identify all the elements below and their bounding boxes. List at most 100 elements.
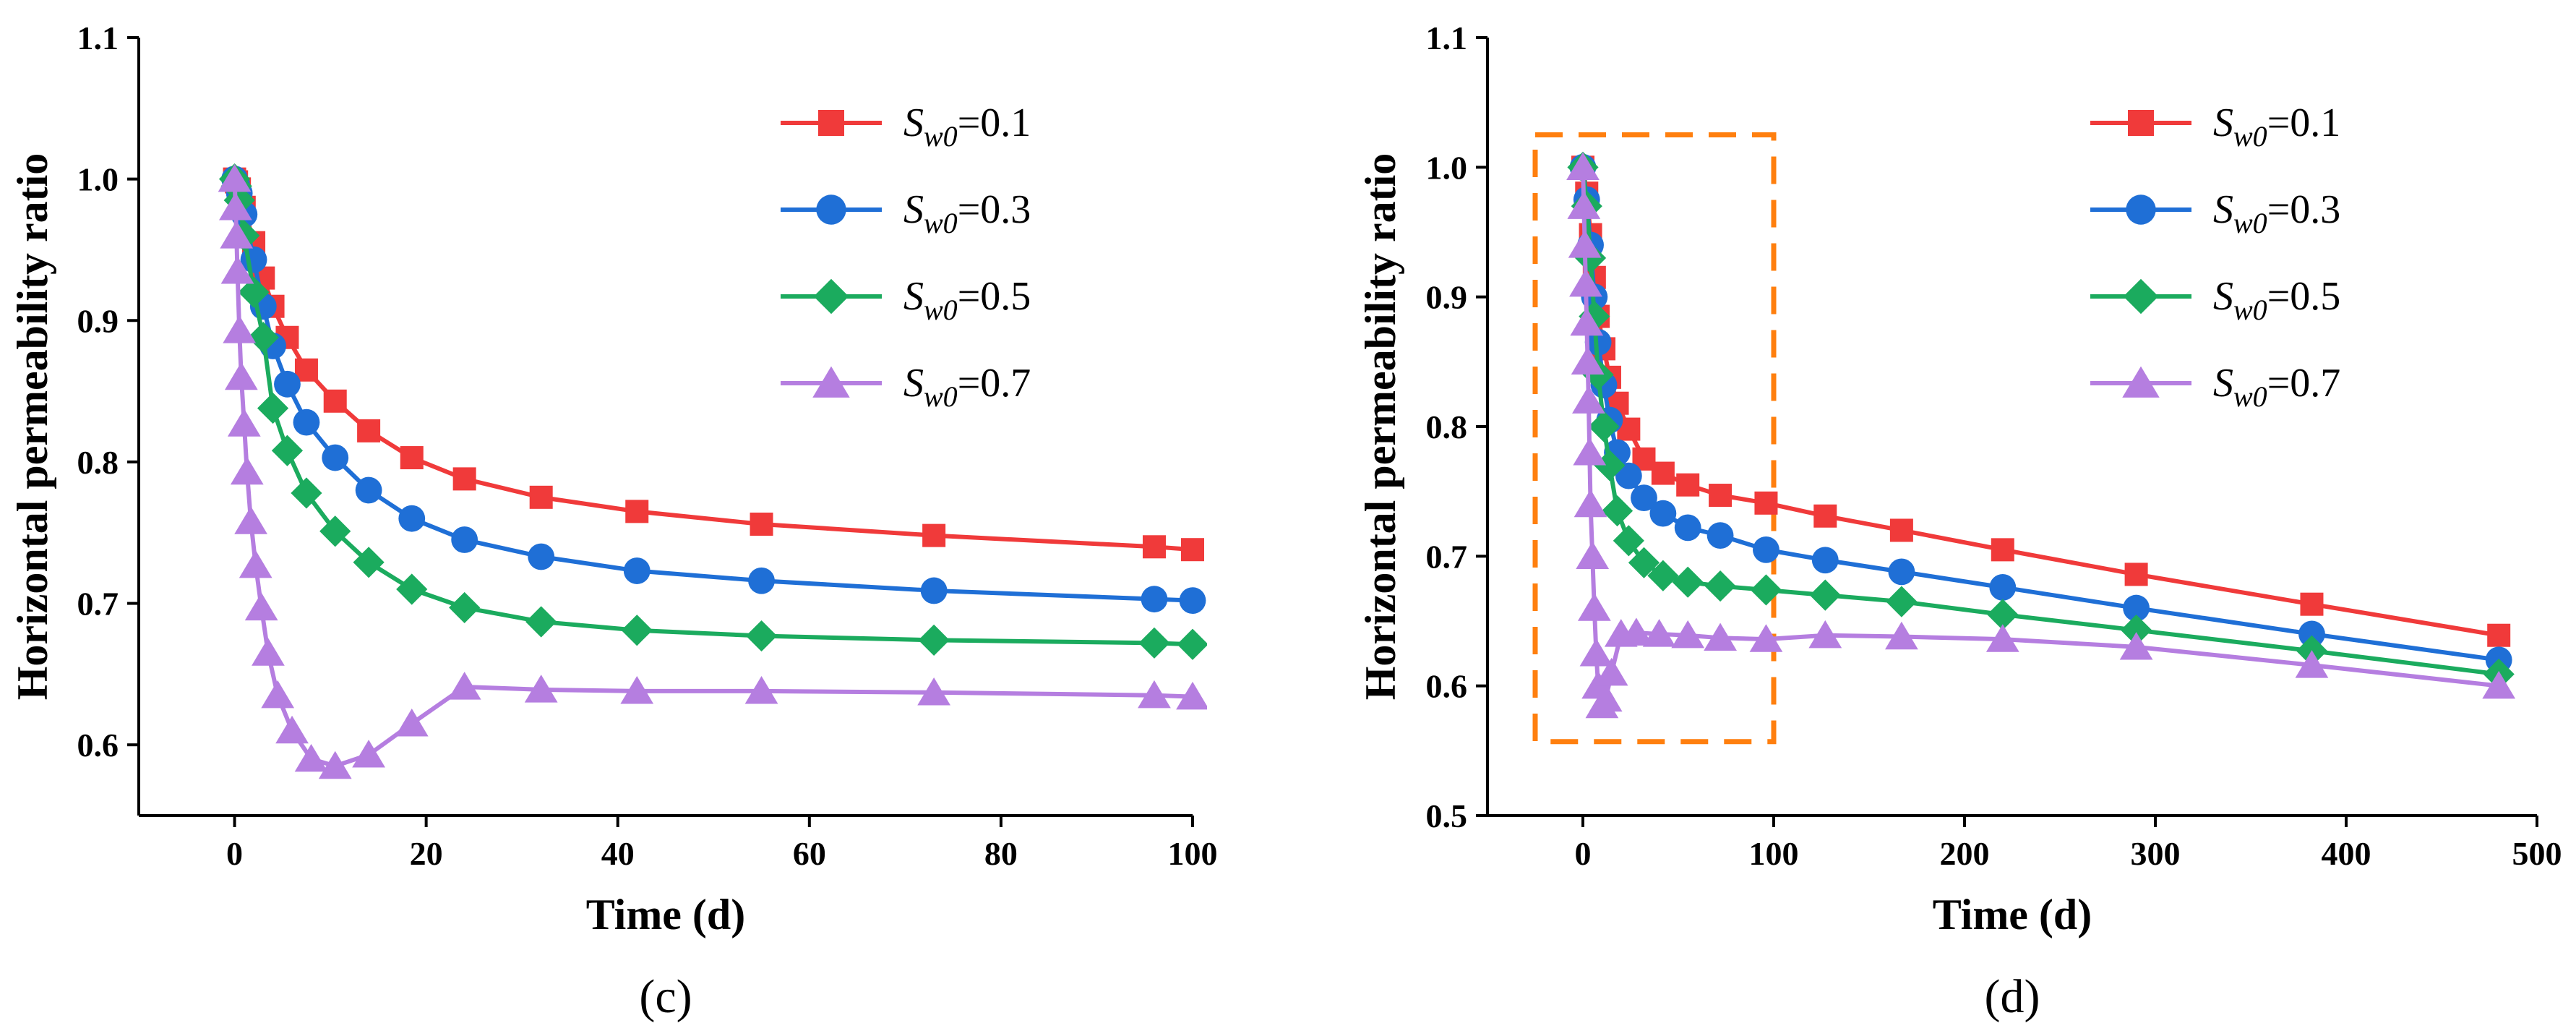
data-point [398,505,426,532]
x-tick-label: 20 [410,835,443,872]
data-point [2300,592,2324,616]
data-point [1706,522,1734,549]
data-point [2482,670,2516,699]
data-point [1615,462,1642,489]
data-point [1676,473,1700,497]
legend-label: Sw0=0.5 [903,274,1031,326]
data-point [1573,437,1607,466]
x-tick-label: 300 [2131,835,2181,872]
legend-label: Sw0=0.5 [2213,274,2340,326]
data-point [2487,623,2511,647]
legend-marker [2128,110,2154,136]
data-point [623,557,651,584]
data-point [1808,620,1842,649]
data-point [1886,586,1918,617]
data-point [1989,573,2017,601]
series-triangle [1566,152,2516,719]
x-tick-label: 0 [1575,835,1592,872]
series-diamond [1567,151,2515,690]
data-point [750,512,773,536]
data-point [1181,538,1204,562]
data-point [2123,594,2150,622]
data-point [1888,558,1915,586]
data-point [318,750,352,779]
legend-entry: Sw0=0.1 [2090,100,2340,153]
data-point [1985,624,2019,652]
data-point [1570,307,1604,336]
data-point [294,743,328,772]
data-point [2119,632,2153,660]
data-point [918,624,950,656]
data-point [1889,518,1913,542]
data-point [1672,566,1704,598]
y-tick-label: 0.9 [1426,279,1468,316]
data-point [744,676,778,704]
data-point [1649,500,1677,527]
data-point [2295,650,2329,678]
legend-marker [2122,366,2160,398]
data-point [1567,191,1601,219]
data-point [524,675,558,703]
data-point [1709,484,1733,508]
x-tick-label: 60 [793,835,826,872]
data-point [1142,535,1166,559]
y-tick-label: 0.5 [1426,797,1468,834]
chart-panel-c: 0 20 40 60 80 100 0.6 0.7 0.8 0.9 1.0 1.1 Time (d) Ho… [9,20,1218,1023]
data-point [1631,484,1657,512]
data-point [529,485,553,509]
y-axis-label: Horizontal permeability ratio [1357,153,1404,701]
legend-marker [818,110,844,136]
y-tick-label: 0.7 [77,586,119,623]
data-point [1671,620,1705,649]
data-point [452,467,476,491]
data-point [238,276,270,308]
data-point [451,526,478,553]
data-point [1704,570,1736,602]
data-point [395,709,429,737]
data-point [1577,593,1611,621]
legend-label: Sw0=0.3 [903,187,1031,239]
data-point [319,516,351,547]
data-point [247,322,279,354]
y-tick-label: 1.1 [77,20,119,56]
data-point [252,638,285,666]
data-point [261,680,295,709]
legend-label: Sw0=0.3 [2213,187,2340,239]
data-point [1576,541,1610,570]
data-point [1566,152,1600,181]
data-point [1647,560,1679,591]
data-point [1176,681,1207,710]
data-point [920,577,948,604]
data-point [1987,599,2019,630]
y-tick-label: 1.0 [1426,149,1468,186]
legend-entry: Sw0=0.7 [2090,361,2340,413]
data-point [1754,491,1778,515]
legend-label: Sw0=0.7 [2213,361,2340,413]
data-point [396,573,428,605]
series-line [1581,166,2499,638]
legend-entry: Sw0=0.3 [2090,187,2340,239]
x-tick-label: 40 [601,835,635,872]
highlight-box [1532,132,1777,745]
y-tick-label: 1.1 [1426,20,1468,56]
y-tick-label: 0.6 [1426,668,1468,705]
data-point [1582,359,1614,390]
data-point [1179,587,1206,615]
data-point [1573,489,1607,518]
data-point [1579,638,1613,667]
data-point [447,672,481,700]
data-point [1601,495,1633,527]
data-point [357,419,381,442]
x-axis-label: Time (d) [1933,891,2092,938]
data-point [291,477,322,509]
legend-entry: Sw0=0.3 [781,187,1031,239]
legend-label: Sw0=0.1 [2213,100,2340,153]
series-triangle [218,163,1207,779]
data-point [1594,450,1626,482]
x-tick-label: 500 [2512,835,2562,872]
series-line [232,179,1193,769]
panel-caption: (d) [1985,970,2040,1023]
data-point [525,606,557,638]
data-point [234,506,267,534]
